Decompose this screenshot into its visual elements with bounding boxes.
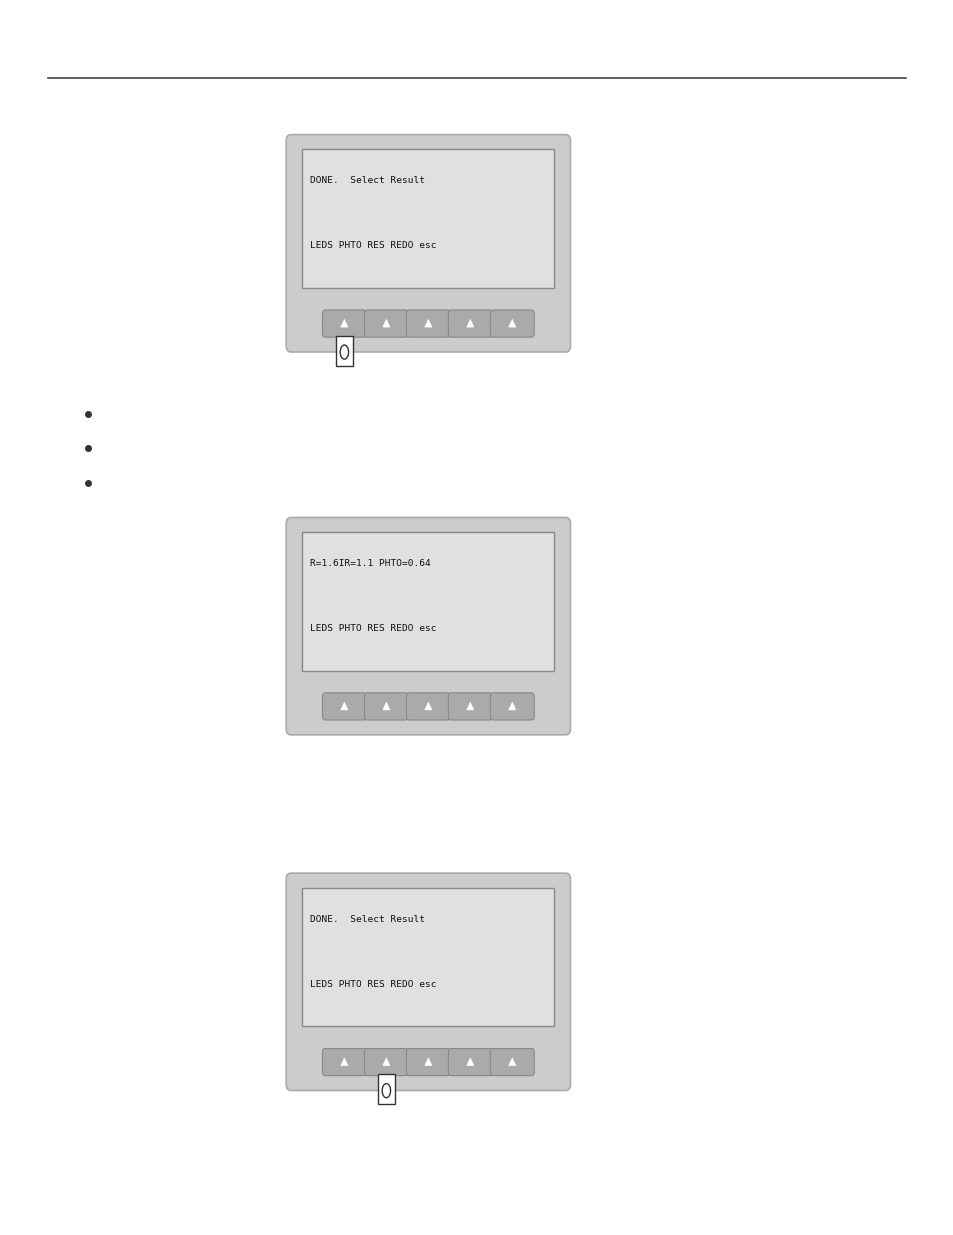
Polygon shape bbox=[340, 320, 348, 327]
FancyBboxPatch shape bbox=[364, 1049, 408, 1076]
Polygon shape bbox=[466, 1058, 474, 1066]
Polygon shape bbox=[508, 320, 516, 327]
Text: LEDS PHTO RES REDO esc: LEDS PHTO RES REDO esc bbox=[310, 241, 436, 251]
FancyBboxPatch shape bbox=[377, 1074, 395, 1104]
FancyBboxPatch shape bbox=[406, 310, 450, 337]
FancyBboxPatch shape bbox=[490, 693, 534, 720]
Text: DONE.  Select Result: DONE. Select Result bbox=[310, 177, 425, 185]
Polygon shape bbox=[340, 703, 348, 710]
FancyBboxPatch shape bbox=[448, 310, 492, 337]
FancyBboxPatch shape bbox=[490, 310, 534, 337]
FancyBboxPatch shape bbox=[286, 135, 570, 352]
Polygon shape bbox=[466, 320, 474, 327]
Ellipse shape bbox=[382, 1083, 390, 1098]
Polygon shape bbox=[382, 1058, 390, 1066]
Polygon shape bbox=[508, 703, 516, 710]
Text: DONE.  Select Result: DONE. Select Result bbox=[310, 915, 425, 924]
Polygon shape bbox=[508, 1058, 516, 1066]
FancyBboxPatch shape bbox=[364, 693, 408, 720]
FancyBboxPatch shape bbox=[302, 888, 554, 1026]
FancyBboxPatch shape bbox=[448, 693, 492, 720]
Polygon shape bbox=[382, 320, 390, 327]
FancyBboxPatch shape bbox=[286, 873, 570, 1091]
Polygon shape bbox=[466, 703, 474, 710]
FancyBboxPatch shape bbox=[322, 310, 366, 337]
Polygon shape bbox=[382, 703, 390, 710]
FancyBboxPatch shape bbox=[406, 693, 450, 720]
FancyBboxPatch shape bbox=[322, 693, 366, 720]
FancyBboxPatch shape bbox=[322, 1049, 366, 1076]
Polygon shape bbox=[424, 1058, 432, 1066]
Polygon shape bbox=[424, 703, 432, 710]
Text: R=1.6IR=1.1 PHTO=0.64: R=1.6IR=1.1 PHTO=0.64 bbox=[310, 559, 431, 568]
FancyBboxPatch shape bbox=[335, 336, 353, 366]
FancyBboxPatch shape bbox=[302, 532, 554, 671]
Text: LEDS PHTO RES REDO esc: LEDS PHTO RES REDO esc bbox=[310, 979, 436, 989]
FancyBboxPatch shape bbox=[490, 1049, 534, 1076]
FancyBboxPatch shape bbox=[364, 310, 408, 337]
Ellipse shape bbox=[340, 345, 348, 359]
Text: LEDS PHTO RES REDO esc: LEDS PHTO RES REDO esc bbox=[310, 624, 436, 634]
FancyBboxPatch shape bbox=[302, 149, 554, 288]
Polygon shape bbox=[340, 1058, 348, 1066]
FancyBboxPatch shape bbox=[448, 1049, 492, 1076]
Polygon shape bbox=[424, 320, 432, 327]
FancyBboxPatch shape bbox=[406, 1049, 450, 1076]
FancyBboxPatch shape bbox=[286, 517, 570, 735]
